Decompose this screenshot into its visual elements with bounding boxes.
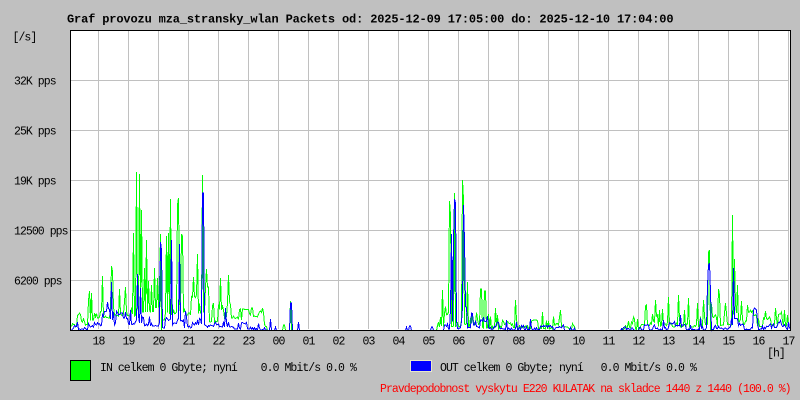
svg-text:15: 15 [723, 336, 736, 349]
svg-text:18: 18 [93, 336, 106, 349]
svg-text:02: 02 [333, 336, 346, 349]
svg-text:Pravdepodobnost vyskytu E220 K: Pravdepodobnost vyskytu E220 KULATAK na … [380, 383, 791, 396]
svg-text:10: 10 [573, 336, 586, 349]
svg-text:25K pps: 25K pps [14, 126, 56, 139]
svg-text:09: 09 [543, 336, 556, 349]
svg-text:Graf provozu mza_stransky_wlan: Graf provozu mza_stransky_wlan Packets o… [67, 13, 673, 27]
svg-text:12: 12 [633, 336, 646, 349]
svg-text:23: 23 [243, 336, 256, 349]
svg-text:IN celkem 0 Gbyte; nyní 0.0: IN celkem 0 Gbyte; nyní 0.0 Mbit/s 0.0 % [100, 362, 357, 375]
svg-text:[/s]: [/s] [13, 32, 37, 45]
svg-text:00: 00 [273, 336, 286, 349]
svg-text:21: 21 [183, 336, 196, 349]
svg-text:07: 07 [483, 336, 495, 349]
svg-text:08: 08 [513, 336, 526, 349]
svg-text:01: 01 [303, 336, 316, 349]
svg-text:19: 19 [123, 336, 136, 349]
svg-text:14: 14 [693, 336, 706, 349]
svg-text:6200 pps: 6200 pps [14, 276, 62, 289]
svg-text:20: 20 [153, 336, 166, 349]
svg-text:11: 11 [603, 336, 616, 349]
svg-text:04: 04 [393, 336, 406, 349]
svg-text:17: 17 [783, 336, 795, 349]
svg-text:19K pps: 19K pps [14, 176, 56, 189]
svg-text:03: 03 [363, 336, 376, 349]
svg-text:12500 pps: 12500 pps [14, 226, 68, 239]
svg-text:22: 22 [213, 336, 226, 349]
svg-text:32K pps: 32K pps [14, 76, 56, 89]
svg-text:16: 16 [753, 336, 766, 349]
svg-text:OUT celkem 0 Gbyte; nyní 0.0: OUT celkem 0 Gbyte; nyní 0.0 Mbit/s 0.0 … [440, 362, 697, 375]
svg-text:13: 13 [663, 336, 676, 349]
svg-text:06: 06 [453, 336, 466, 349]
svg-text:05: 05 [423, 336, 436, 349]
svg-text:[h]: [h] [767, 348, 785, 361]
